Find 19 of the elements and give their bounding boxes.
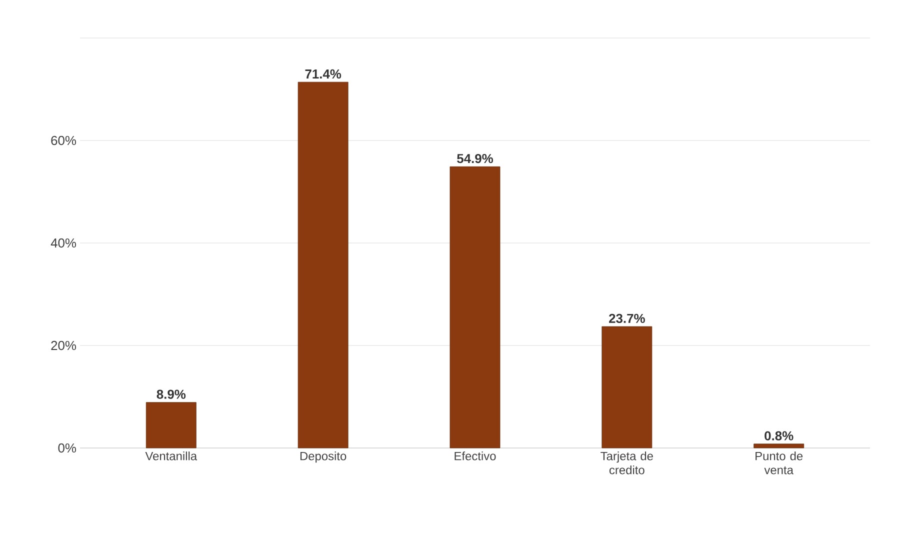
x-tick-label: Punto de venta [756, 452, 803, 474]
bar [298, 82, 348, 448]
x-tick-label: Deposito [300, 452, 346, 463]
y-tick-label: 20% [51, 340, 76, 350]
y-tick-label: 40% [50, 238, 76, 248]
bar [754, 444, 804, 448]
data-label: 71.4% [305, 69, 342, 79]
y-tick-label: 60% [51, 136, 76, 146]
bar [602, 326, 652, 448]
data-label: 0.8% [764, 431, 794, 440]
x-tick-label: Tarjeta de credito [600, 452, 653, 474]
data-label: 8.9% [156, 390, 186, 399]
y-tick-label: 0% [58, 443, 76, 453]
x-tick-label: Ventanilla [145, 452, 198, 460]
bar [450, 166, 500, 448]
data-label: 54.9% [457, 154, 494, 164]
bar [146, 402, 196, 448]
data-label: 23.7% [609, 314, 645, 324]
x-tick-label: Efectivo [454, 452, 496, 460]
